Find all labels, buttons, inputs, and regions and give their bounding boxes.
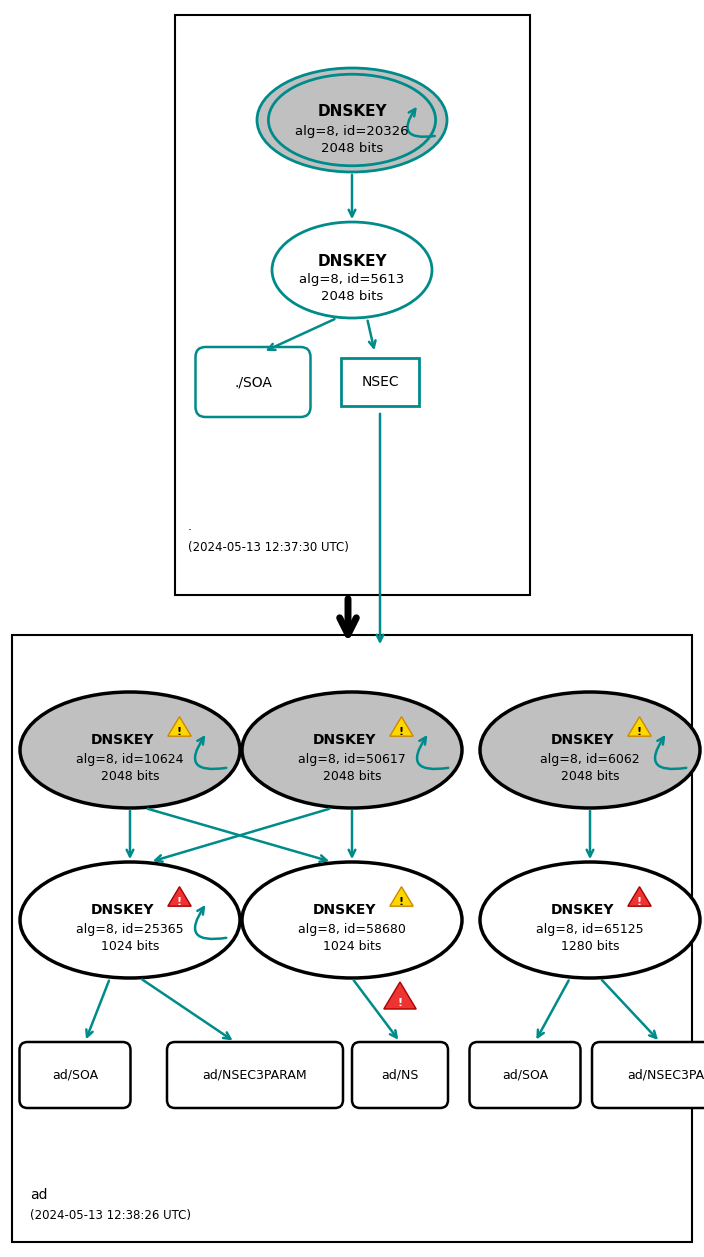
- FancyBboxPatch shape: [470, 1042, 581, 1107]
- Text: alg=8, id=50617: alg=8, id=50617: [298, 753, 406, 767]
- Text: !: !: [399, 727, 404, 737]
- Text: !: !: [177, 896, 182, 906]
- Text: 1024 bits: 1024 bits: [323, 939, 381, 953]
- Text: alg=8, id=65125: alg=8, id=65125: [536, 924, 644, 936]
- Ellipse shape: [20, 862, 240, 978]
- Text: DNSKEY: DNSKEY: [551, 733, 614, 747]
- Text: (2024-05-13 12:38:26 UTC): (2024-05-13 12:38:26 UTC): [30, 1208, 191, 1222]
- Text: !: !: [398, 998, 403, 1008]
- Text: .: .: [188, 520, 192, 533]
- Text: ad/SOA: ad/SOA: [52, 1068, 98, 1081]
- FancyBboxPatch shape: [196, 347, 310, 417]
- Text: 1024 bits: 1024 bits: [101, 939, 159, 953]
- Text: ad: ad: [30, 1188, 47, 1202]
- Text: !: !: [177, 727, 182, 737]
- Text: !: !: [637, 896, 642, 906]
- Text: alg=8, id=5613: alg=8, id=5613: [299, 274, 405, 287]
- Text: NSEC: NSEC: [361, 375, 398, 388]
- Text: ad/NS: ad/NS: [382, 1068, 419, 1081]
- Text: 2048 bits: 2048 bits: [321, 142, 383, 155]
- Polygon shape: [168, 716, 191, 737]
- Bar: [341, 358, 419, 406]
- Polygon shape: [384, 982, 416, 1009]
- Bar: [12, 635, 692, 1242]
- FancyBboxPatch shape: [592, 1042, 704, 1107]
- FancyBboxPatch shape: [20, 1042, 130, 1107]
- Text: 2048 bits: 2048 bits: [322, 769, 382, 783]
- Text: !: !: [637, 727, 642, 737]
- Text: DNSKEY: DNSKEY: [313, 733, 376, 747]
- Text: DNSKEY: DNSKEY: [318, 104, 386, 119]
- Text: DNSKEY: DNSKEY: [318, 254, 386, 269]
- Ellipse shape: [272, 222, 432, 318]
- Text: DNSKEY: DNSKEY: [313, 903, 376, 918]
- Text: DNSKEY: DNSKEY: [90, 903, 153, 918]
- Text: alg=8, id=25365: alg=8, id=25365: [76, 924, 184, 936]
- Text: ad/SOA: ad/SOA: [502, 1068, 548, 1081]
- Text: alg=8, id=20326: alg=8, id=20326: [295, 126, 409, 138]
- Ellipse shape: [20, 693, 240, 808]
- Ellipse shape: [480, 862, 700, 978]
- Text: ad/NSEC3PARAM: ad/NSEC3PARAM: [628, 1068, 704, 1081]
- FancyBboxPatch shape: [352, 1042, 448, 1107]
- Polygon shape: [168, 886, 191, 906]
- Text: (2024-05-13 12:37:30 UTC): (2024-05-13 12:37:30 UTC): [188, 542, 349, 554]
- Polygon shape: [628, 716, 651, 737]
- Text: DNSKEY: DNSKEY: [90, 733, 153, 747]
- FancyBboxPatch shape: [167, 1042, 343, 1107]
- Text: DNSKEY: DNSKEY: [551, 903, 614, 918]
- Text: ./SOA: ./SOA: [234, 375, 272, 388]
- Text: 2048 bits: 2048 bits: [101, 769, 159, 783]
- Text: 1280 bits: 1280 bits: [561, 939, 620, 953]
- Polygon shape: [390, 716, 413, 737]
- Text: ad/NSEC3PARAM: ad/NSEC3PARAM: [203, 1068, 308, 1081]
- Text: 2048 bits: 2048 bits: [321, 289, 383, 303]
- Ellipse shape: [257, 68, 447, 172]
- Ellipse shape: [242, 862, 462, 978]
- Text: !: !: [399, 896, 404, 906]
- Polygon shape: [390, 886, 413, 906]
- Text: alg=8, id=10624: alg=8, id=10624: [76, 753, 184, 767]
- Text: alg=8, id=58680: alg=8, id=58680: [298, 924, 406, 936]
- Ellipse shape: [480, 693, 700, 808]
- Text: 2048 bits: 2048 bits: [561, 769, 620, 783]
- Polygon shape: [628, 886, 651, 906]
- Text: alg=8, id=6062: alg=8, id=6062: [540, 753, 640, 767]
- Ellipse shape: [242, 693, 462, 808]
- Bar: [175, 15, 530, 595]
